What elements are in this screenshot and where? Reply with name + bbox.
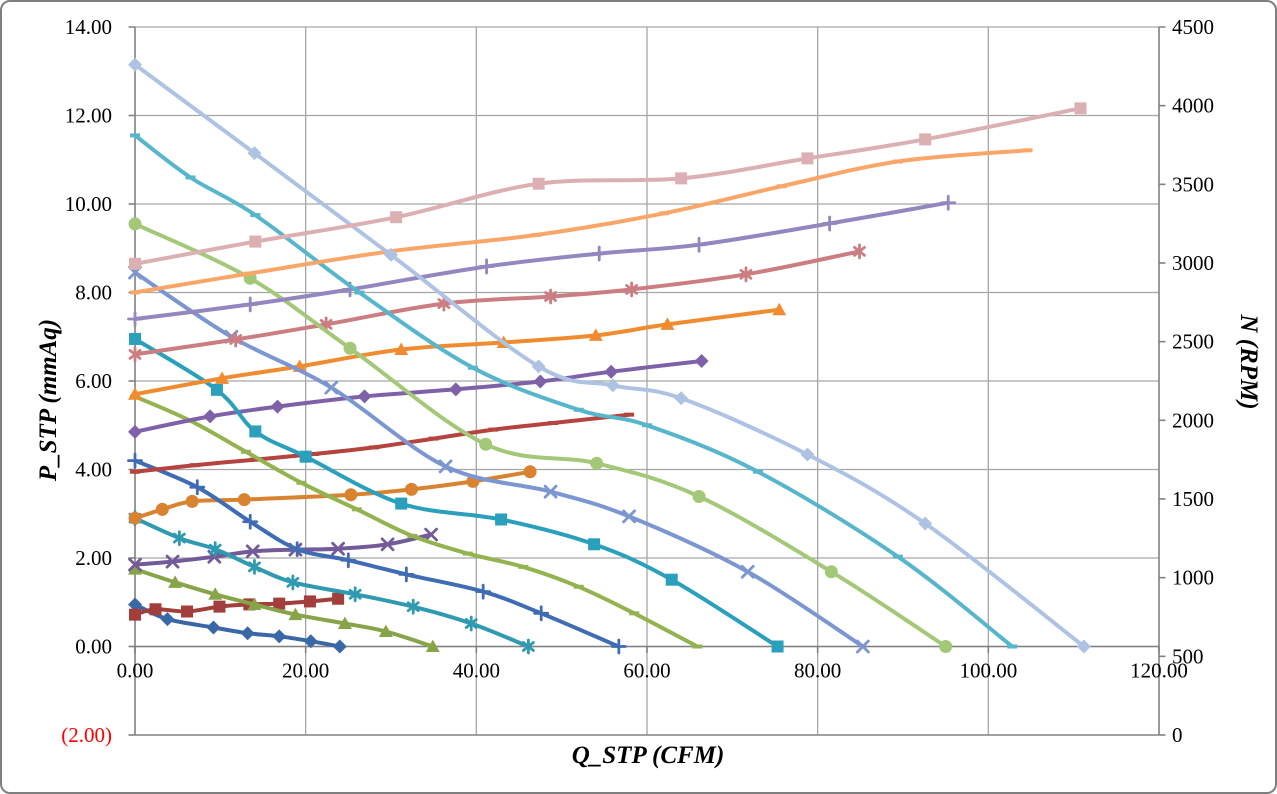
series-15 (128, 217, 953, 653)
y-left-tick-label: 14.00 (65, 15, 112, 39)
y-right-tick-label: 4000 (1172, 94, 1214, 118)
x-tick-label: 20.00 (282, 659, 329, 683)
series-08 (130, 412, 635, 474)
y-left-tick-label: 8.00 (75, 281, 112, 305)
y-right-tick-label: 1000 (1172, 566, 1214, 590)
gridlines (135, 26, 1159, 735)
series-05 (128, 510, 535, 655)
y-left-tick-label: 6.00 (75, 369, 112, 393)
x-tick-label: 60.00 (623, 659, 670, 683)
series-11 (129, 332, 784, 653)
x-tick-label: 100.00 (959, 659, 1017, 683)
y-left-tick-label: 4.00 (75, 458, 112, 482)
y-left-tick-label: 12.00 (65, 104, 112, 128)
y-right-tick-label: 4500 (1172, 15, 1214, 39)
y-right-tick-label: 0 (1172, 723, 1183, 747)
left-axis-title: P_STP (mmAq) (35, 318, 62, 482)
series-19 (128, 57, 1091, 654)
y-left-tick-label: (2.00) (61, 723, 112, 747)
series-02 (129, 592, 345, 621)
series-03 (128, 562, 440, 652)
series-04 (128, 527, 439, 572)
y-right-tick-label: 1500 (1172, 487, 1214, 511)
y-right-tick-label: 2000 (1172, 408, 1214, 432)
series-01 (128, 597, 347, 654)
series-07 (127, 452, 627, 655)
y-left-tick-label: 2.00 (75, 546, 112, 570)
right-axis-title: N (RPM) (1235, 314, 1262, 410)
series-10 (128, 354, 709, 439)
series-14 (128, 243, 866, 363)
tick-labels: 14.00 12.00 10.00 8.00 6.00 4.00 2.00 0.00 (2.00… (61, 15, 1214, 747)
x-tick-label: 0.00 (117, 659, 154, 683)
y-right-tick-label: 2500 (1172, 330, 1214, 354)
series-20 (129, 102, 1087, 270)
x-axis-title: Q_STP (CFM) (571, 742, 725, 769)
x-tick-label: 120.00 (1130, 659, 1188, 683)
x-tick-label: 40.00 (453, 659, 500, 683)
series-17 (130, 133, 1018, 649)
y-right-tick-label: 3000 (1172, 251, 1214, 275)
series-13 (128, 265, 870, 654)
x-tick-label: 80.00 (794, 659, 841, 683)
y-left-tick-label: 0.00 (75, 635, 112, 659)
y-right-tick-label: 500 (1172, 644, 1204, 668)
series-16 (127, 194, 957, 327)
series-06 (128, 465, 537, 525)
y-right-tick-label: 3500 (1172, 172, 1214, 196)
y-left-tick-label: 10.00 (65, 192, 112, 216)
